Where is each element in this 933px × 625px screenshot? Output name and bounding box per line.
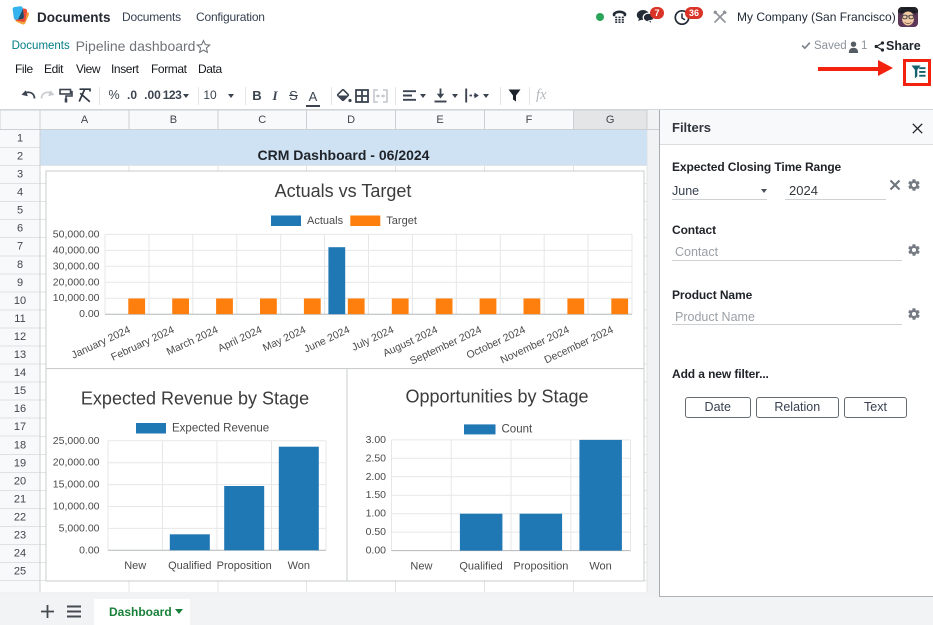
svg-text:E: E — [436, 114, 443, 126]
svg-text:Count: Count — [502, 423, 533, 435]
svg-text:17: 17 — [14, 421, 26, 433]
svg-text:10,000.00: 10,000.00 — [53, 292, 100, 304]
svg-text:5: 5 — [17, 205, 23, 217]
svg-text:10: 10 — [14, 295, 26, 307]
svg-text:4: 4 — [17, 187, 23, 199]
svg-text:Expected Revenue by Stage: Expected Revenue by Stage — [81, 388, 309, 408]
svg-text:D: D — [347, 114, 355, 126]
svg-text:40,000.00: 40,000.00 — [53, 244, 100, 256]
svg-text:2.50: 2.50 — [366, 452, 387, 464]
svg-text:0.00: 0.00 — [79, 308, 100, 320]
svg-text:New: New — [410, 561, 432, 573]
svg-text:Qualified: Qualified — [168, 560, 211, 572]
svg-text:Opportunities by Stage: Opportunities by Stage — [405, 387, 588, 407]
svg-text:0.50: 0.50 — [366, 526, 387, 538]
svg-text:Proposition: Proposition — [217, 560, 272, 572]
svg-text:Won: Won — [288, 560, 310, 572]
svg-text:G: G — [606, 114, 615, 126]
svg-text:15,000.00: 15,000.00 — [53, 479, 100, 491]
svg-text:Proposition: Proposition — [513, 561, 568, 573]
svg-text:22: 22 — [14, 512, 26, 524]
svg-text:10,000.00: 10,000.00 — [53, 501, 100, 513]
svg-text:7: 7 — [17, 241, 23, 253]
svg-text:15: 15 — [14, 385, 26, 397]
svg-text:1.50: 1.50 — [366, 489, 387, 501]
svg-text:18: 18 — [14, 439, 26, 451]
svg-text:2.00: 2.00 — [366, 471, 387, 483]
svg-text:30,000.00: 30,000.00 — [53, 260, 100, 272]
svg-text:Expected Revenue: Expected Revenue — [172, 423, 269, 435]
svg-text:21: 21 — [14, 493, 26, 505]
svg-text:11: 11 — [14, 313, 25, 325]
svg-text:19: 19 — [14, 457, 26, 469]
svg-text:20,000.00: 20,000.00 — [53, 276, 100, 288]
svg-text:20: 20 — [14, 475, 26, 487]
svg-text:F: F — [526, 114, 533, 126]
svg-text:24: 24 — [14, 548, 26, 560]
svg-text:9: 9 — [17, 277, 23, 289]
svg-text:3.00: 3.00 — [366, 434, 387, 446]
svg-text:A: A — [81, 114, 89, 126]
svg-text:8: 8 — [17, 259, 23, 271]
svg-text:2: 2 — [17, 151, 23, 163]
svg-text:B: B — [170, 114, 177, 126]
svg-text:14: 14 — [14, 367, 26, 379]
svg-text:25,000.00: 25,000.00 — [53, 435, 100, 447]
svg-text:CRM Dashboard - 06/2024: CRM Dashboard - 06/2024 — [258, 147, 430, 163]
svg-text:Actuals: Actuals — [307, 215, 344, 227]
svg-text:16: 16 — [14, 403, 26, 415]
svg-text:Qualified: Qualified — [459, 561, 502, 573]
svg-text:13: 13 — [14, 349, 26, 361]
svg-text:Won: Won — [589, 561, 611, 573]
svg-text:C: C — [258, 114, 266, 126]
svg-text:0.00: 0.00 — [79, 544, 100, 556]
svg-text:3: 3 — [17, 169, 23, 181]
svg-text:23: 23 — [14, 530, 26, 542]
svg-text:New: New — [124, 560, 146, 572]
svg-text:5,000.00: 5,000.00 — [59, 522, 100, 534]
svg-text:25: 25 — [14, 566, 26, 578]
svg-text:6: 6 — [17, 223, 23, 235]
svg-text:Target: Target — [386, 215, 417, 227]
svg-text:0.00: 0.00 — [366, 545, 387, 557]
svg-text:Actuals vs Target: Actuals vs Target — [275, 181, 412, 201]
svg-text:12: 12 — [14, 331, 26, 343]
svg-text:1: 1 — [17, 132, 23, 144]
svg-text:20,000.00: 20,000.00 — [53, 457, 100, 469]
svg-text:1.00: 1.00 — [366, 508, 387, 520]
svg-text:50,000.00: 50,000.00 — [53, 228, 100, 240]
